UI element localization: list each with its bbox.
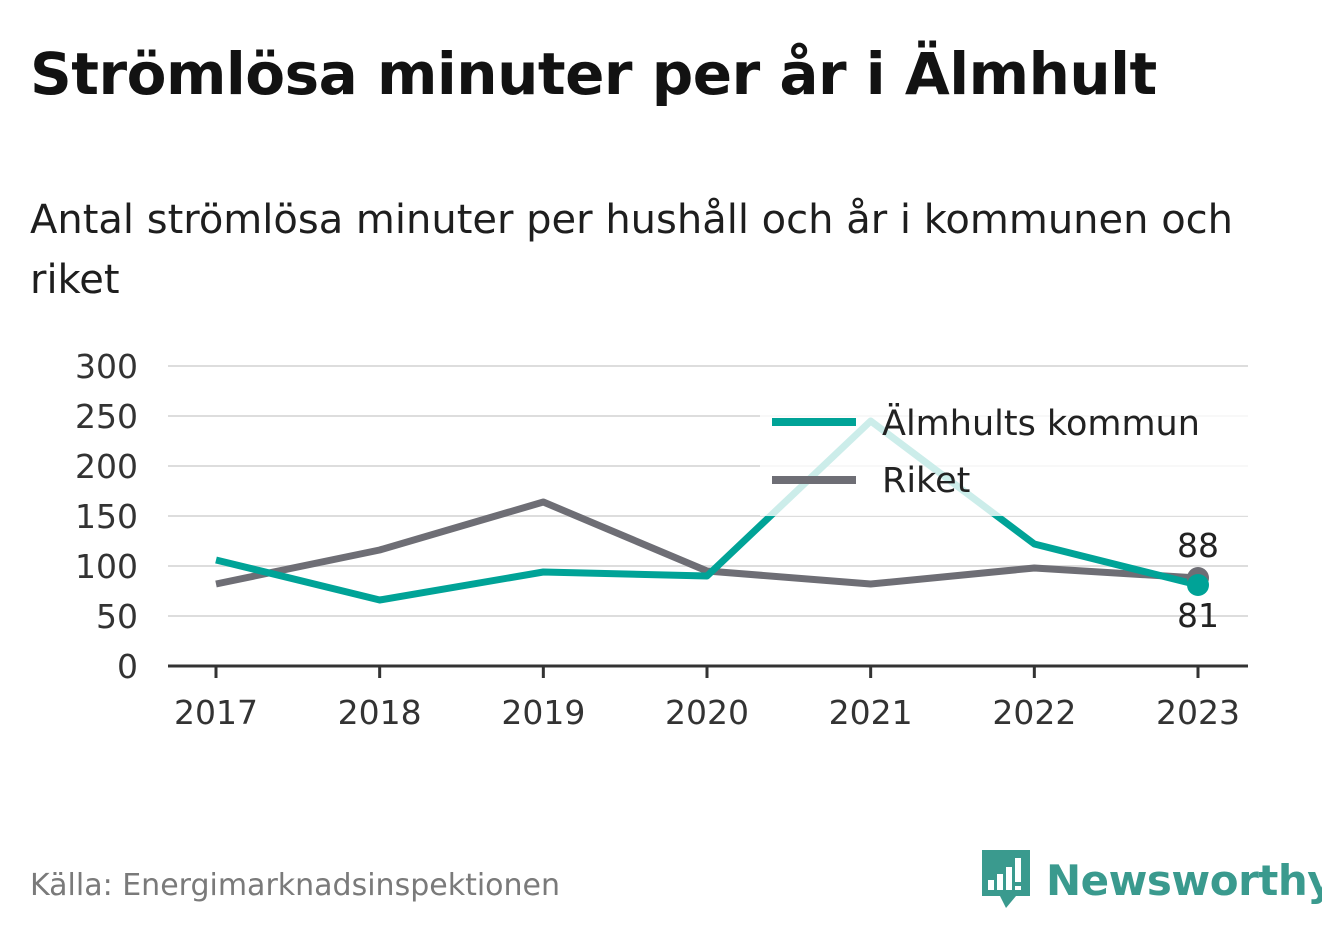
x-axis-ticks: 2017 2018 2019 2020 2021 2022 2023 — [174, 666, 1240, 732]
series-line-riket — [215, 498, 1199, 588]
y-tick-label: 200 — [75, 447, 138, 486]
y-tick-label: 250 — [75, 397, 138, 436]
legend-label-riket: Riket — [882, 461, 970, 501]
y-tick-label: 150 — [75, 497, 138, 536]
y-tick-label: 100 — [75, 547, 138, 586]
y-axis-ticks: 0 50 100 150 200 250 300 — [75, 347, 138, 686]
data-label-almhult-2023: 81 — [1177, 596, 1219, 635]
legend-background — [760, 398, 1250, 516]
x-tick-label: 2017 — [174, 693, 258, 732]
x-tick-label: 2020 — [665, 693, 749, 732]
end-marker-almhult — [1187, 574, 1209, 596]
legend: Älmhults kommun Riket — [760, 398, 1250, 516]
newsworthy-logo-icon — [982, 850, 1030, 908]
x-tick-label: 2019 — [501, 693, 585, 732]
x-tick-label: 2021 — [829, 693, 913, 732]
brand-name: Newsworthy — [1046, 855, 1322, 905]
series-lines — [215, 417, 1209, 604]
brand[interactable]: Newsworthy — [982, 848, 1322, 912]
y-tick-label: 50 — [96, 597, 138, 636]
legend-label-almhult: Älmhults kommun — [882, 402, 1200, 444]
page-title: Strömlösa minuter per år i Älmhult — [30, 40, 1157, 108]
source-note: Källa: Energimarknadsinspektionen — [30, 868, 561, 903]
page-subtitle: Antal strömlösa minuter per hushåll och … — [30, 197, 1234, 303]
data-label-riket-2023: 88 — [1177, 526, 1219, 565]
x-tick-label: 2023 — [1156, 693, 1240, 732]
x-tick-label: 2022 — [992, 693, 1076, 732]
y-tick-label: 0 — [117, 647, 138, 686]
y-tick-label: 300 — [75, 347, 138, 386]
series-line-almhult — [215, 417, 1199, 604]
data-labels: 81 88 — [1177, 526, 1219, 635]
x-tick-label: 2018 — [338, 693, 422, 732]
